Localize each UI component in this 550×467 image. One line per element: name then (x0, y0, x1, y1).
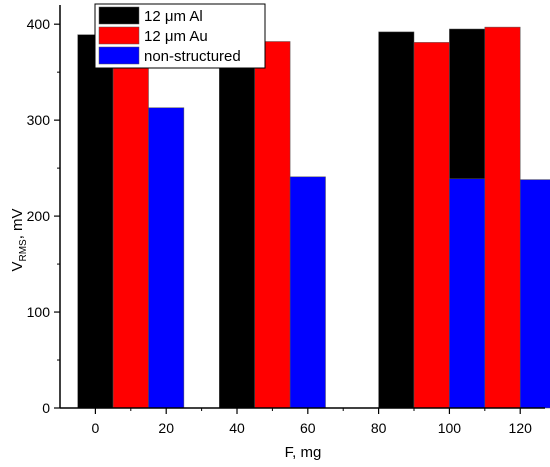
legend-swatch-1 (98, 26, 140, 45)
legend-label-2: non-structured (144, 48, 241, 65)
x-tick-label-2: 40 (229, 420, 245, 436)
y-tick-label-1: 100 (27, 304, 51, 320)
y-axis-title: VRMS, mV (9, 208, 29, 271)
x-tick-label-1: 20 (158, 420, 174, 436)
y-tick-label-4: 400 (27, 16, 51, 32)
y-tick-label-3: 300 (27, 112, 51, 128)
bar-series-0-point-0 (77, 34, 114, 409)
y-axis-title-subscript: RMS (18, 239, 29, 262)
bars-layer (77, 26, 550, 409)
bar-series-0-point-1 (219, 33, 255, 409)
bar-series-1-point-1 (254, 41, 291, 409)
x-tick-label-4: 80 (371, 420, 387, 436)
legend-swatch-0 (98, 6, 140, 25)
bar-series-1-point-2 (413, 42, 450, 409)
bar-series-1-point-0 (112, 46, 149, 409)
y-axis-title-main: V (9, 262, 26, 272)
y-tick-label-0: 0 (42, 400, 50, 416)
legend-label-1: 12 μm Au (144, 28, 208, 45)
bar-series-2-point-0 (148, 107, 185, 409)
bar-series-1-point-3 (484, 26, 521, 409)
x-tick-label-5: 100 (438, 420, 462, 436)
legend-label-0: 12 μm Al (144, 8, 203, 25)
x-axis-title: F, mg (285, 444, 322, 461)
bar-series-0-point-2 (378, 31, 415, 409)
legend: 12 μm Al 12 μm Au non-structured (94, 3, 266, 69)
bar-series-2-point-3 (519, 179, 550, 409)
bar-series-2-point-1 (289, 176, 326, 409)
x-ticks: 0 20 40 60 80 100 120 (92, 408, 533, 436)
x-tick-label-3: 60 (300, 420, 316, 436)
legend-swatch-2 (98, 46, 140, 65)
bar-series-2-point-2 (449, 178, 486, 409)
x-tick-label-6: 120 (509, 420, 533, 436)
y-ticks: 0 100 200 300 400 (27, 16, 60, 416)
x-tick-label-0: 0 (92, 420, 100, 436)
y-axis-title-unit: , mV (9, 208, 26, 239)
y-tick-label-2: 200 (27, 208, 51, 224)
